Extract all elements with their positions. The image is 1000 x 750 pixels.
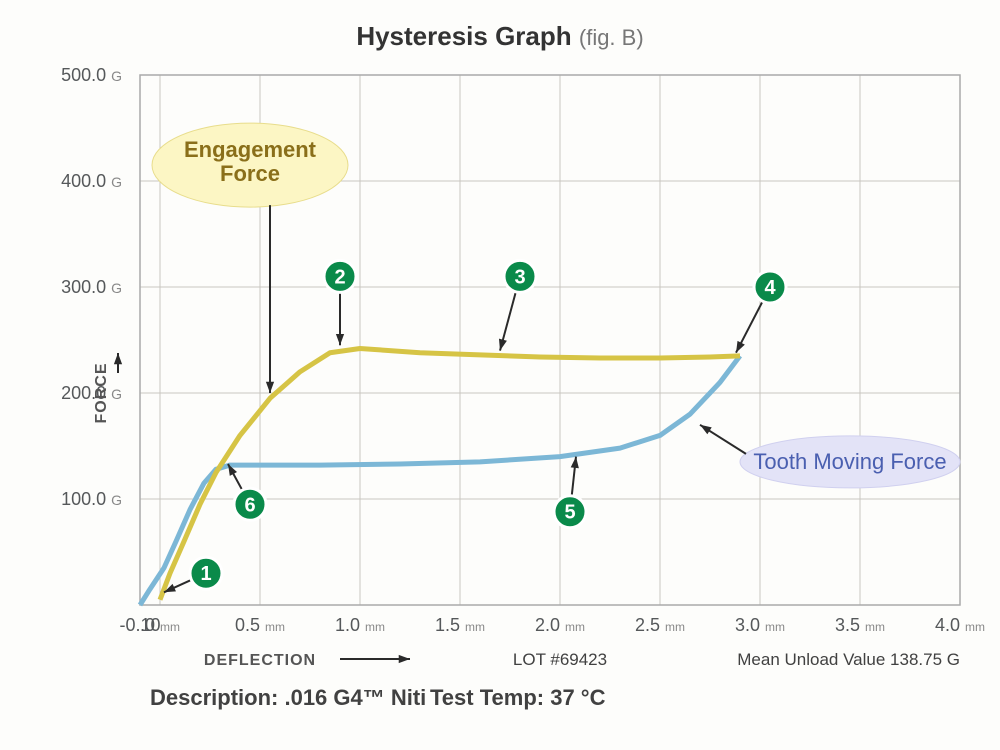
marker-num-3: 3: [514, 266, 525, 288]
test-temp: Test Temp: 37 °C: [430, 685, 606, 710]
x-tick: 4.0 mm: [935, 615, 985, 635]
x-tick: 2.5 mm: [635, 615, 685, 635]
y-tick: 300.0 G: [61, 277, 122, 297]
marker-num-4: 4: [764, 277, 776, 299]
x-tick: 1.5 mm: [435, 615, 485, 635]
x-tick: 3.0 mm: [735, 615, 785, 635]
lot-number: LOT #69423: [513, 650, 607, 669]
y-axis-label: FORCE: [93, 363, 110, 424]
y-tick: 100.0 G: [61, 489, 122, 509]
x-tick: .0 mm: [140, 615, 180, 635]
mean-unload: Mean Unload Value 138.75 G: [737, 650, 960, 669]
engagement-label: Engagement: [184, 137, 317, 162]
description: Description: .016 G4™ Niti: [150, 685, 426, 710]
loading-curve: [160, 348, 740, 599]
marker-num-6: 6: [244, 494, 255, 516]
tooth-label: Tooth Moving Force: [753, 449, 946, 474]
x-axis-label: DEFLECTION: [204, 652, 316, 669]
hysteresis-chart: Hysteresis Graph (fig. B) 100.0 G 200.0 G 3…: [0, 0, 1000, 750]
x-tick: 0.5 mm: [235, 615, 285, 635]
y-tick: 200.0 G: [61, 383, 122, 403]
x-tick: 3.5 mm: [835, 615, 885, 635]
x-tick: 1.0 mm: [335, 615, 385, 635]
marker-num-1: 1: [200, 563, 211, 585]
marker-num-2: 2: [334, 266, 345, 288]
engagement-label: Force: [220, 161, 280, 186]
chart-title: Hysteresis Graph (fig. B): [356, 21, 643, 51]
x-tick: 2.0 mm: [535, 615, 585, 635]
marker-num-5: 5: [564, 502, 575, 524]
y-tick: 400.0 G: [61, 171, 122, 191]
y-tick: 500.0 G: [61, 65, 122, 85]
